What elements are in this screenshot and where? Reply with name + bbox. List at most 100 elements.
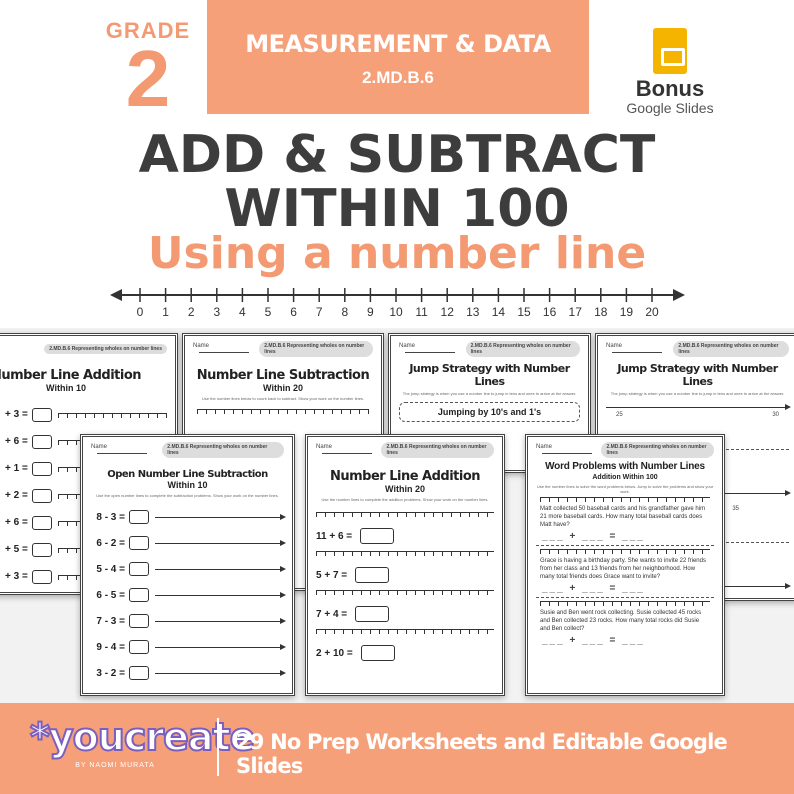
equation-row: + 3 = <box>5 401 167 428</box>
standard-tag: 2.MD.B.6 Representing wholes on number l… <box>465 341 580 357</box>
topic-title: MEASUREMENT & DATA <box>245 30 551 58</box>
equation: 8 - 3 = <box>96 511 125 523</box>
tick-label: 14 <box>492 305 506 319</box>
grade-label: GRADE <box>105 18 191 43</box>
equation-row: 9 - 4 = <box>91 634 286 660</box>
mini-number-line <box>197 409 369 419</box>
worksheet-preview-area: 2.MD.B.6 Representing wholes on number l… <box>0 328 794 704</box>
grade-number: 2 <box>125 34 171 123</box>
tick-label: 1 <box>162 305 169 319</box>
worksheet-title: Number Line Addition <box>329 469 481 484</box>
worksheet-title: Jump Strategy with Number Lines <box>409 362 570 388</box>
equation: 2 + 10 = <box>316 647 353 659</box>
answer-box[interactable] <box>355 606 390 622</box>
word-problem: Grace is having a birthday party. She wa… <box>536 545 714 595</box>
equation: + 1 = <box>5 463 28 474</box>
equation: 7 - 3 = <box>96 615 125 627</box>
answer-box[interactable] <box>360 645 395 661</box>
mini-number-line <box>57 412 167 423</box>
title-line-2: WITHIN 100 <box>224 179 570 239</box>
answer-box[interactable] <box>129 666 149 680</box>
footer-banner <box>0 703 794 794</box>
name-label: Name <box>91 444 162 456</box>
equation-row: 2 + 10 = <box>316 625 494 664</box>
tick-label: 17 <box>569 305 583 319</box>
equation: 6 - 5 = <box>96 589 125 601</box>
open-number-line <box>155 591 286 598</box>
problem-text: Matt collected 50 baseball cards and his… <box>540 506 706 528</box>
name-label: Name <box>193 343 259 355</box>
number-line: 0 1 2 3 4 5 6 7 8 9 10 11 12 13 14 15 16 17 18 19 20 <box>110 288 685 319</box>
arrow-left-icon <box>110 289 122 301</box>
open-number-line <box>155 539 286 546</box>
equation: 6 - 2 = <box>96 537 125 549</box>
mark-label: 35 <box>732 506 739 512</box>
tick-label: 0 <box>137 305 144 319</box>
worksheet-title: Open Number Line Subtraction <box>107 469 268 480</box>
open-number-line <box>155 513 286 520</box>
equation: + 2 = <box>5 490 28 501</box>
equation: + 6 = <box>5 517 28 528</box>
answer-box[interactable] <box>31 434 52 449</box>
equation-row: 5 + 7 = <box>316 547 494 586</box>
logo-byline: BY NAOMI MURATA <box>75 762 155 769</box>
equation-row: 7 + 4 = <box>316 586 494 625</box>
mark-label: 25 <box>616 412 623 418</box>
answer-box[interactable] <box>31 488 52 503</box>
worksheet-word-problems: Name 2.MD.B.6 Representing wholes on numb… <box>525 434 725 696</box>
open-number-line <box>155 617 286 624</box>
standard-tag: 2.MD.B.6 Representing wholes on number l… <box>44 344 167 354</box>
google-slides-label: Google Slides <box>626 100 714 116</box>
tick-label: 3 <box>213 305 220 319</box>
grade-badge: GRADE 2 <box>98 18 198 123</box>
answer-box[interactable] <box>355 567 390 583</box>
tick-label: 2 <box>188 305 195 319</box>
tick-label: 9 <box>367 305 374 319</box>
worksheet-instructions: The jump strategy is when you use a numb… <box>610 391 785 396</box>
equation-row: 6 - 2 = <box>91 530 286 556</box>
answer-box[interactable] <box>360 528 395 544</box>
answer-box[interactable] <box>31 515 52 530</box>
tick-label: 4 <box>239 305 246 319</box>
worksheet-title: Word Problems with Number Lines <box>545 461 705 472</box>
word-problem: Susie and Ben went rock collecting. Susi… <box>536 597 714 647</box>
equation-row: 5 - 4 = <box>91 556 286 582</box>
answer-blanks[interactable]: ___ + ___ = ___ <box>542 583 645 594</box>
answer-box[interactable] <box>129 588 149 602</box>
tick-label: 19 <box>620 305 634 319</box>
name-label: Name <box>399 343 466 355</box>
answer-box[interactable] <box>129 562 149 576</box>
standard-tag: 2.MD.B.6 Representing wholes on number l… <box>673 341 789 357</box>
answer-box[interactable] <box>129 510 149 524</box>
answer-blanks[interactable]: ___ + ___ = ___ <box>542 635 645 646</box>
name-label: Name <box>316 444 381 456</box>
worksheet-open-subtraction: Name 2.MD.B.6 Representing wholes on numb… <box>80 434 295 696</box>
equation: 5 + 7 = <box>316 569 348 581</box>
answer-box[interactable] <box>31 542 52 557</box>
equation-row: 6 - 5 = <box>91 582 286 608</box>
answer-box[interactable] <box>129 536 149 550</box>
answer-box[interactable] <box>31 569 52 584</box>
mini-number-line <box>316 590 494 600</box>
answer-box[interactable] <box>129 614 149 628</box>
equation: 3 - 2 = <box>96 667 125 679</box>
jump-subtitle: Jumping by 10's and 1's <box>437 407 542 417</box>
answer-box[interactable] <box>129 640 149 654</box>
equation: 7 + 4 = <box>316 608 348 620</box>
answer-box[interactable] <box>31 461 52 476</box>
equation-row: 3 - 2 = <box>91 660 286 686</box>
name-label: Name <box>606 343 673 355</box>
open-number-line <box>155 643 286 650</box>
standard-tag: 2.MD.B.6 Representing wholes on number l… <box>381 442 494 458</box>
answer-blanks[interactable]: ___ + ___ = ___ <box>542 531 645 542</box>
name-label: Name <box>536 444 601 456</box>
worksheet-subtitle: Within 10 <box>167 480 208 490</box>
standard-tag: 2.MD.B.6 Representing wholes on number l… <box>259 341 373 357</box>
answer-box[interactable] <box>31 407 52 422</box>
tick-label: 5 <box>265 305 272 319</box>
tick-label: 16 <box>543 305 557 319</box>
tick-label: 6 <box>290 305 297 319</box>
standard-tag: 2.MD.B.6 Representing wholes on number l… <box>162 442 284 458</box>
equation: + 5 = <box>5 544 28 555</box>
tick-label: 10 <box>389 305 403 319</box>
